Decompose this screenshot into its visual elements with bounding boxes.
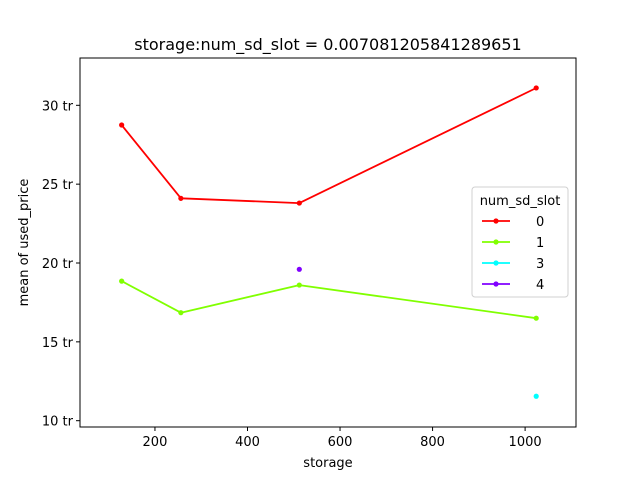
legend-box [471,186,569,298]
data-point-3 [533,393,539,399]
data-point-0 [119,122,125,128]
x-tick-label: 800 [420,435,445,450]
legend-label-0: 0 [536,215,544,230]
legend-marker-1 [493,239,499,245]
legend-label-1: 1 [536,236,544,251]
data-point-1 [119,278,125,284]
data-point-0 [296,200,302,206]
legend: num_sd_slot 0 1 3 4 [471,186,569,298]
data-point-1 [296,282,302,288]
y-axis: 10 tr 15 tr 20 tr 25 tr 30 tr [42,99,80,430]
x-tick-label: 400 [235,435,260,450]
y-tick-label: 25 tr [42,178,74,193]
legend-title: num_sd_slot [480,194,561,209]
y-axis-label: mean of used_price [17,179,32,307]
y-tick-label: 10 tr [42,415,74,430]
legend-label-4: 4 [536,278,544,293]
data-point-1 [178,310,184,316]
legend-marker-4 [493,281,499,287]
series-line-0 [120,87,537,205]
y-tick-label: 20 tr [42,257,74,272]
plot-frame [79,57,577,428]
series-line-1 [121,280,537,320]
legend-marker-3 [493,260,499,266]
x-axis: 200 400 600 800 1000 [143,427,542,450]
y-tick-label: 30 tr [42,99,74,114]
data-point-1 [533,315,539,321]
y-tick-label: 15 tr [42,336,74,351]
legend-label-3: 3 [536,257,544,272]
x-tick-label: 600 [328,435,353,450]
x-tick-label: 1000 [509,435,542,450]
data-point-0 [533,85,539,91]
chart-title: storage:num_sd_slot = 0.0070812058412896… [134,35,521,55]
x-tick-label: 200 [143,435,168,450]
legend-marker-0 [493,218,499,224]
plot-area [119,85,539,399]
x-axis-label: storage [303,456,352,471]
data-point-0 [178,195,184,201]
data-point-4 [296,266,302,272]
